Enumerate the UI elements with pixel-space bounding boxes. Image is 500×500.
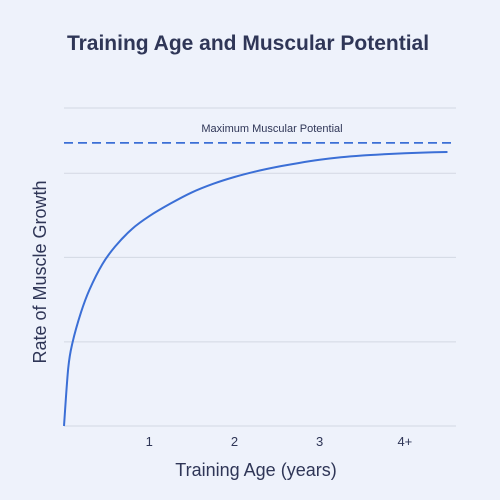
x-tick-label: 2 bbox=[231, 434, 238, 449]
x-axis-ticks: 1 2 3 4+ bbox=[146, 434, 413, 449]
x-tick-label: 4+ bbox=[397, 434, 412, 449]
max-potential-label: Maximum Muscular Potential bbox=[201, 123, 342, 135]
x-tick-label: 3 bbox=[316, 434, 323, 449]
x-axis-label: Training Age (years) bbox=[175, 460, 336, 480]
grid bbox=[64, 107, 456, 427]
reference-lines: Maximum Muscular Potential bbox=[64, 123, 456, 144]
chart-title: Training Age and Muscular Potential bbox=[67, 32, 429, 55]
series-group bbox=[63, 150, 448, 427]
y-axis-label: Rate of Muscle Growth bbox=[30, 180, 50, 363]
x-tick-label: 1 bbox=[146, 434, 153, 449]
growth-curve-line bbox=[63, 150, 448, 427]
